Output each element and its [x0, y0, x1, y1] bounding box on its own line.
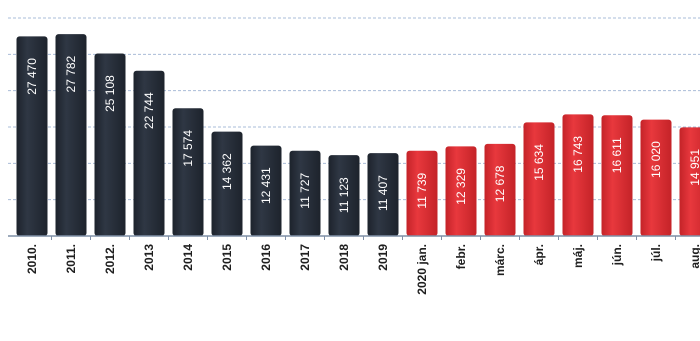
bar-value-label: 27 470 — [25, 58, 39, 95]
bar-17 — [679, 127, 700, 236]
x-tick-label: 2016 — [259, 244, 273, 271]
bars — [16, 34, 700, 237]
bar-3 — [133, 70, 165, 237]
bar-value-label: 12 329 — [454, 168, 468, 205]
bar-0 — [16, 36, 48, 236]
bar-7 — [289, 150, 321, 236]
bar-value-label: 15 634 — [532, 144, 546, 181]
bar-value-label: 14 362 — [220, 153, 234, 190]
bar-16 — [640, 119, 672, 236]
bar-value-label: 12 431 — [259, 167, 273, 204]
bar-13 — [523, 122, 555, 236]
data-labels: 27 470 27 782 25 108 22 744 17 574 14 362 12 4… — [25, 55, 700, 213]
bar-5 — [211, 131, 243, 236]
x-tick-label: máj. — [571, 244, 585, 268]
bar-value-label: 11 123 — [337, 177, 351, 213]
x-tick-label: 2014 — [181, 244, 195, 271]
x-tick-label: febr. — [454, 244, 468, 269]
bar-value-label: 25 108 — [103, 75, 117, 112]
bar-value-label: 27 782 — [64, 55, 78, 92]
x-tick-label: 2017 — [298, 244, 312, 271]
bar-value-label: 12 678 — [493, 165, 507, 202]
bar-15 — [601, 115, 633, 236]
x-tick-label: márc. — [493, 244, 507, 276]
bar-4 — [172, 108, 204, 236]
x-tick-label: 2020 jan. — [415, 244, 429, 295]
bar-value-label: 17 574 — [181, 130, 195, 167]
bar-1 — [55, 34, 87, 237]
x-tick-label: 2012. — [103, 244, 117, 274]
x-tick-label: 2013 — [142, 244, 156, 271]
x-tick-label: ápr. — [532, 244, 546, 265]
x-tick-label: 2019 — [376, 244, 390, 271]
bar-value-label: 14 951 — [688, 149, 700, 186]
bar-11 — [445, 146, 477, 236]
x-tick-label: 2011. — [64, 244, 78, 273]
bar-value-label: 11 727 — [298, 173, 312, 209]
bar-value-label: 16 611 — [610, 137, 624, 173]
bar-2 — [94, 53, 126, 236]
bar-value-label: 16 743 — [571, 136, 585, 173]
x-tick-label: 2010. — [25, 244, 39, 274]
bar-value-label: 16 020 — [649, 141, 663, 178]
bar-9 — [367, 153, 399, 236]
bar-value-label: 11 407 — [376, 175, 390, 211]
bar-value-label: 22 744 — [142, 92, 156, 129]
x-tick-label: 2018 — [337, 244, 351, 271]
x-axis-labels: 2010. 2011. 2012. 2013 2014 2015 2016 2017 2018 2… — [25, 244, 700, 295]
x-tick-label: aug. — [688, 244, 700, 269]
x-tick-label: júl. — [649, 244, 663, 262]
bar-12 — [484, 143, 516, 236]
bar-14 — [562, 114, 594, 236]
bar-value-label: 11 739 — [415, 172, 429, 208]
x-axis-ticks — [51, 236, 676, 240]
x-tick-label: jún. — [610, 244, 624, 266]
bar-10 — [406, 150, 438, 236]
x-tick-label: 2015 — [220, 244, 234, 271]
bar-6 — [250, 145, 282, 236]
bar-8 — [328, 155, 360, 236]
